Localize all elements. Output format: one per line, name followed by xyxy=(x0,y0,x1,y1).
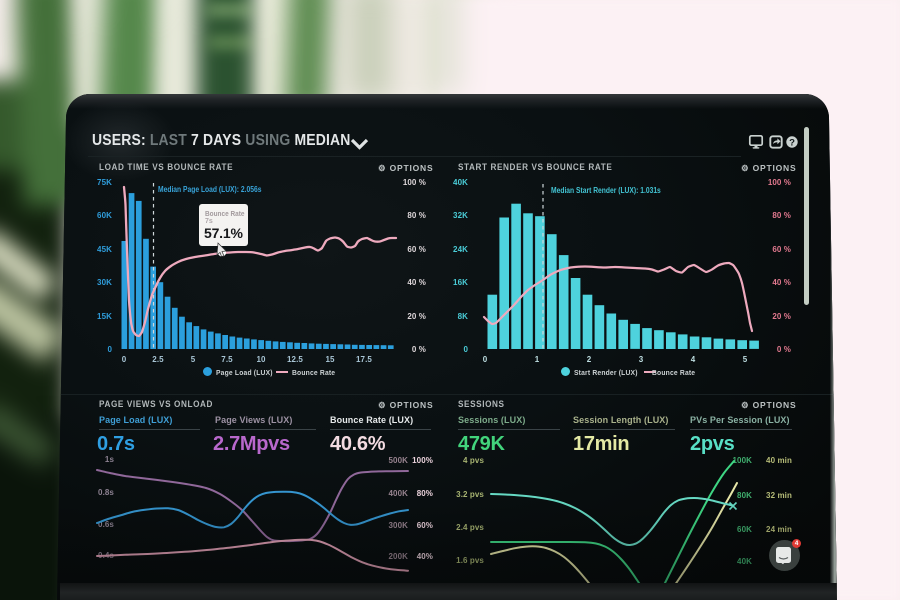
svg-text:?: ? xyxy=(789,137,795,148)
